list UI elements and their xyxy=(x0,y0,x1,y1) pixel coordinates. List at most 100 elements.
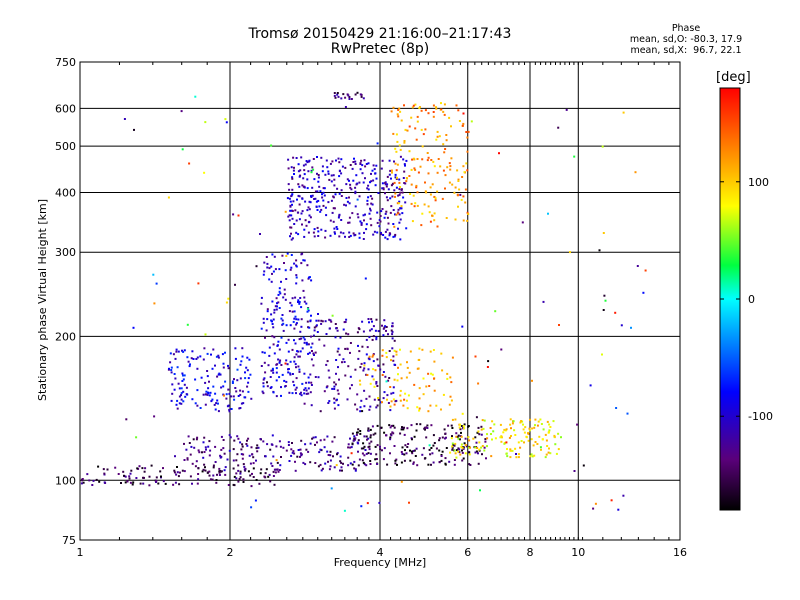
data-point xyxy=(303,296,306,299)
data-point xyxy=(315,205,318,208)
data-point xyxy=(517,453,520,456)
data-point xyxy=(206,375,209,378)
data-point xyxy=(425,385,428,388)
data-point xyxy=(386,199,389,202)
data-point xyxy=(539,418,542,421)
data-point xyxy=(313,329,316,332)
data-point xyxy=(264,371,267,374)
data-point xyxy=(280,364,283,366)
data-point xyxy=(291,193,294,196)
data-point xyxy=(290,226,293,229)
data-point xyxy=(336,350,339,353)
data-point xyxy=(388,234,391,237)
data-point xyxy=(297,365,300,368)
data-point xyxy=(168,367,170,370)
data-point xyxy=(369,207,371,210)
data-point xyxy=(301,347,304,350)
data-point xyxy=(404,164,406,167)
data-point xyxy=(80,482,83,485)
data-point xyxy=(290,166,293,169)
data-point xyxy=(380,231,382,234)
data-point xyxy=(383,326,386,329)
data-point xyxy=(425,436,428,439)
data-point xyxy=(377,397,379,399)
data-point xyxy=(464,201,467,204)
data-point xyxy=(204,381,207,384)
data-point xyxy=(326,435,329,438)
data-point xyxy=(204,333,207,336)
data-point xyxy=(293,384,296,387)
data-point xyxy=(220,435,223,438)
data-point xyxy=(310,314,312,317)
data-point xyxy=(370,172,372,175)
data-point xyxy=(122,470,125,473)
data-point xyxy=(317,180,320,183)
data-point xyxy=(337,366,339,369)
data-point xyxy=(467,130,470,133)
data-point xyxy=(316,441,318,444)
data-point xyxy=(337,404,340,407)
data-point xyxy=(241,443,244,446)
data-point xyxy=(293,452,296,455)
data-point xyxy=(291,176,294,179)
data-point xyxy=(262,273,265,276)
data-point xyxy=(375,382,378,385)
data-point xyxy=(388,377,391,379)
data-point xyxy=(289,301,292,304)
data-point xyxy=(317,176,320,179)
data-point xyxy=(375,338,378,341)
data-point xyxy=(419,165,422,168)
data-point xyxy=(359,430,362,432)
data-point xyxy=(301,279,304,282)
data-point xyxy=(515,456,518,459)
data-point xyxy=(400,461,403,464)
data-point xyxy=(382,363,385,366)
data-point xyxy=(365,397,368,400)
data-point xyxy=(474,451,477,454)
data-point xyxy=(191,462,194,465)
data-point xyxy=(275,371,278,374)
data-point xyxy=(175,350,178,353)
data-point xyxy=(243,465,246,468)
data-point xyxy=(505,452,508,455)
data-point xyxy=(442,110,445,113)
data-point xyxy=(302,289,305,292)
data-point xyxy=(233,439,236,442)
data-point xyxy=(557,432,560,435)
data-point xyxy=(349,183,352,186)
data-point xyxy=(177,350,180,353)
data-point xyxy=(341,361,343,364)
data-point xyxy=(287,371,290,374)
data-point xyxy=(363,367,366,370)
data-point xyxy=(469,464,472,466)
data-point xyxy=(218,474,221,476)
data-point xyxy=(304,200,307,203)
data-point xyxy=(321,196,324,199)
data-point xyxy=(366,374,369,376)
data-point xyxy=(315,319,318,322)
data-point xyxy=(477,382,480,385)
data-point xyxy=(467,425,470,427)
data-point xyxy=(291,348,294,351)
data-point xyxy=(349,342,352,344)
data-point xyxy=(128,475,131,478)
data-point xyxy=(331,160,334,163)
data-point xyxy=(468,463,471,466)
data-point xyxy=(434,199,437,202)
data-point xyxy=(528,427,531,430)
y-tick-label: 200 xyxy=(55,330,76,343)
data-point xyxy=(455,449,458,452)
data-point xyxy=(393,339,396,342)
data-point xyxy=(413,435,416,438)
data-point xyxy=(279,464,282,467)
data-point xyxy=(171,392,174,395)
data-point xyxy=(232,448,235,451)
data-point xyxy=(400,451,403,453)
data-point xyxy=(475,416,478,419)
data-point xyxy=(250,397,253,400)
data-point xyxy=(421,453,424,456)
data-point xyxy=(338,235,341,238)
data-point xyxy=(395,458,398,461)
data-point xyxy=(295,282,298,285)
data-point xyxy=(386,216,389,219)
